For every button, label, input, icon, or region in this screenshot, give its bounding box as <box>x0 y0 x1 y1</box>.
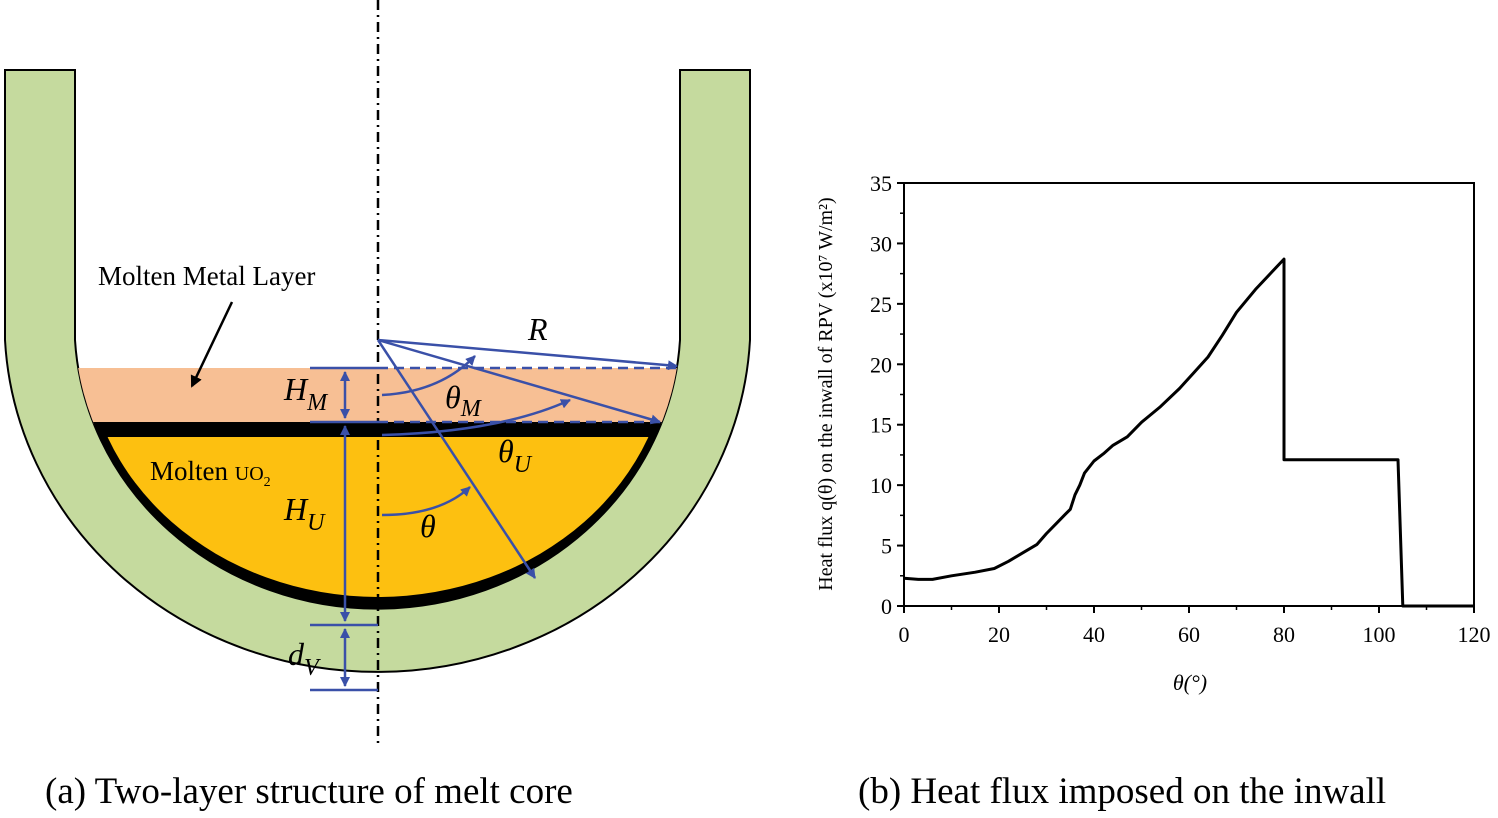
symbol-theta-m: θM <box>445 379 483 422</box>
symbol-hu: HU <box>283 491 326 536</box>
y-tick-label: 15 <box>870 413 892 438</box>
heat-flux-chart: 0 20 40 60 80 100 120 0 5 10 15 20 25 30 35 θ(°) Heat … <box>815 171 1491 812</box>
caption-a: (a) Two-layer structure of melt core <box>45 771 573 812</box>
x-tick-label: 120 <box>1458 622 1491 647</box>
metal-layer-label: Molten Metal Layer <box>98 261 315 291</box>
annotations <box>310 338 678 692</box>
symbol-hm: HM <box>283 371 329 416</box>
symbol-r: R <box>527 311 548 347</box>
x-tick-label: 80 <box>1273 622 1295 647</box>
x-tick-label: 20 <box>988 622 1010 647</box>
molten-uo2-pool-fill <box>107 437 649 597</box>
symbol-dv: dV <box>288 636 321 681</box>
symbol-theta: θ <box>420 508 436 544</box>
x-tick-label: 40 <box>1083 622 1105 647</box>
uo2-label: Molten UO2 <box>150 456 271 490</box>
y-tick-label: 20 <box>870 352 892 377</box>
radius-arrow <box>377 338 678 371</box>
theta-u-arc <box>381 398 571 437</box>
x-tick-label: 60 <box>1178 622 1200 647</box>
theta-ray <box>376 339 537 579</box>
x-axis-label: θ(°) <box>1173 670 1207 695</box>
x-tick-label: 0 <box>899 622 910 647</box>
plot-frame <box>903 182 1475 607</box>
theta-u-ray <box>377 338 661 425</box>
y-tick-label: 10 <box>870 473 892 498</box>
y-tick-label: 25 <box>870 292 892 317</box>
y-tick-label: 30 <box>870 231 892 256</box>
series-line <box>903 257 1474 608</box>
caption-b: (b) Heat flux imposed on the inwall <box>858 771 1386 812</box>
y-axis-label: Heat flux q(θ) on the inwall of RPV (x10… <box>815 197 837 590</box>
y-tick-label: 5 <box>881 534 892 559</box>
y-tick-label: 35 <box>870 171 892 196</box>
theta-arc <box>381 486 471 517</box>
symbol-theta-u: θU <box>498 433 533 478</box>
metal-layer-pointer-arrow <box>190 301 234 388</box>
vessel-diagram: Molten Metal Layer Molten UO2 R HM θM θU… <box>4 0 751 812</box>
theta-m-arc <box>381 355 476 397</box>
x-tick-label: 100 <box>1363 622 1396 647</box>
y-tick-label: 0 <box>881 594 892 619</box>
molten-metal-layer <box>75 368 680 424</box>
